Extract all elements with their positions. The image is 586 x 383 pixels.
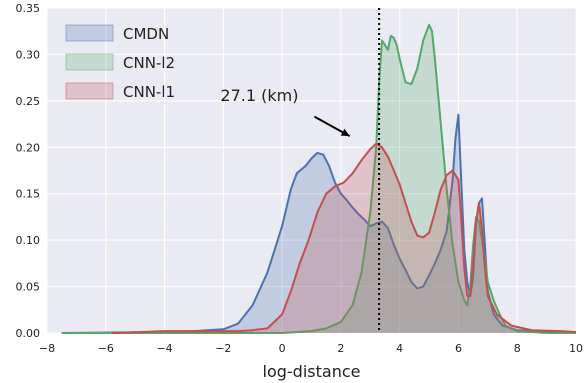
x-tick-label: 6 <box>455 342 462 355</box>
legend-swatch-cnn-l2 <box>65 53 114 71</box>
x-tick-label: 0 <box>279 342 286 355</box>
legend-swatch-cmdn <box>65 24 114 42</box>
legend-label-cnn-l1: CNN-l1 <box>123 83 175 101</box>
series-area-cmdn <box>61 114 576 333</box>
annotation-arrow-head <box>340 128 350 137</box>
x-axis-label: log-distance <box>263 362 361 381</box>
legend-label-cnn-l2: CNN-l2 <box>123 54 175 72</box>
legend-swatch-cnn-l1 <box>65 82 114 100</box>
x-tick-label: 10 <box>569 342 583 355</box>
series-area-cnn-l2 <box>61 24 576 333</box>
y-tick-label: 0.30 <box>16 48 41 61</box>
y-tick-label: 0.20 <box>16 141 41 154</box>
x-tick-label: 8 <box>514 342 521 355</box>
annotation-layer: 27.1 (km) <box>220 8 381 333</box>
grid-lines <box>46 7 577 334</box>
legend: CMDN CNN-l2 CNN-l1 <box>65 24 175 101</box>
series-layer <box>61 23 577 334</box>
x-tick-labels: −8 −6 −4 −2 0 2 4 6 8 10 <box>39 342 583 355</box>
y-tick-label: 0.10 <box>16 234 41 247</box>
legend-label-cmdn: CMDN <box>123 25 169 43</box>
y-tick-labels: 0.00 0.05 0.10 0.15 0.20 0.25 0.30 0.35 <box>16 2 41 340</box>
x-tick-label: −6 <box>98 342 114 355</box>
y-tick-label: 0.25 <box>16 95 41 108</box>
annotation-label: 27.1 (km) <box>220 86 298 105</box>
y-tick-label: 0.35 <box>16 2 41 15</box>
x-tick-label: −4 <box>156 342 172 355</box>
series-line-cnn-l1 <box>111 142 577 334</box>
x-tick-label: 2 <box>337 342 344 355</box>
y-tick-label: 0.15 <box>16 188 41 201</box>
x-tick-label: 4 <box>396 342 403 355</box>
y-tick-label: 0.05 <box>16 281 41 294</box>
x-tick-label: −8 <box>39 342 55 355</box>
series-area-cnn-l1 <box>111 143 576 333</box>
y-tick-label: 0.00 <box>16 327 41 340</box>
x-tick-label: −2 <box>215 342 231 355</box>
